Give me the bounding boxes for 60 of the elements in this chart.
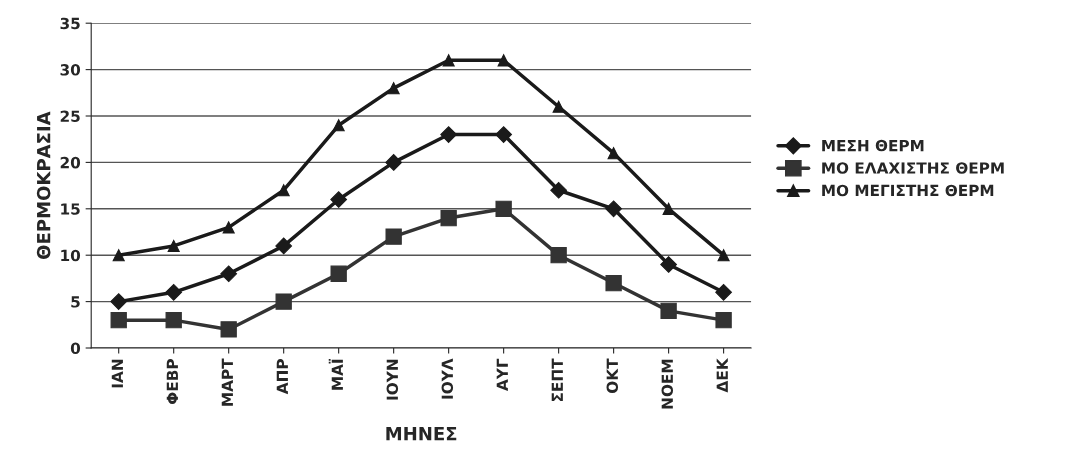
x-tick-label: ΙΟΥΛ	[441, 358, 454, 399]
x-tick-label: ΙΑΝ	[111, 359, 123, 388]
point	[220, 321, 237, 338]
point	[715, 283, 732, 301]
point	[607, 147, 620, 160]
y-tick-label: 25	[60, 110, 80, 123]
point	[605, 274, 622, 292]
x-tick-label: ΟΚΤ	[606, 358, 619, 393]
x-tick-label: ΣΕΠΤ	[551, 358, 563, 402]
point	[552, 100, 565, 113]
point	[332, 119, 345, 132]
x-tick-label: ΑΥΓ	[496, 358, 508, 391]
point	[110, 293, 128, 310]
legend-label: ΜΟ ΜΕΓΙΣΤΗΣ ΘΕΡΜ	[822, 184, 994, 197]
point	[440, 209, 457, 227]
point	[385, 228, 402, 245]
point	[220, 265, 238, 283]
point	[330, 265, 347, 282]
y-tick-label: 20	[60, 156, 81, 169]
point	[442, 54, 455, 67]
x-tick-label: ΔΕΚ	[716, 357, 728, 393]
point	[387, 82, 400, 95]
x-axis-title: ΜΗΝΕΣ	[386, 427, 457, 441]
point	[497, 54, 510, 67]
x-tick-label: ΜΑΡΤ	[221, 358, 233, 406]
y-tick-label: 0	[70, 342, 81, 355]
point	[715, 312, 732, 329]
point	[277, 184, 290, 197]
point	[110, 312, 127, 329]
y-tick-label: 30	[60, 64, 81, 76]
point	[330, 191, 348, 208]
point	[660, 302, 677, 320]
point	[550, 247, 567, 264]
y-tick-label: 10	[61, 249, 81, 262]
point	[275, 237, 293, 255]
point	[605, 200, 622, 218]
point	[165, 283, 183, 301]
y-tick-label: 5	[71, 296, 80, 308]
y-axis-title: ΘΕΡΜΟΚΡΑΣΙΑ	[36, 111, 51, 259]
y-tick-label: 15	[61, 203, 80, 215]
point	[495, 126, 513, 143]
point	[660, 256, 677, 273]
point	[717, 249, 730, 262]
point	[385, 154, 403, 171]
point	[275, 293, 292, 310]
x-tick-label: ΙΟΥΝ	[386, 359, 399, 400]
point	[222, 221, 235, 234]
point	[495, 200, 512, 217]
point	[112, 249, 125, 262]
x-tick-label: ΦΕΒΡ	[166, 359, 178, 404]
point	[165, 312, 182, 329]
y-tick-label: 35	[60, 17, 80, 30]
x-tick-label: ΜΑΪ	[328, 358, 343, 390]
point	[550, 181, 568, 199]
legend-label: ΜΟ ΕΛΑΧΙΣΤΗΣ ΘΕΡΜ	[822, 162, 1004, 174]
x-tick-label: ΝΟΕΜ	[661, 359, 674, 409]
point	[440, 126, 458, 143]
point	[167, 239, 180, 252]
legend-label: ΜΕΣΗ ΘΕΡΜ	[822, 139, 924, 152]
x-tick-label: ΑΠΡ	[276, 359, 288, 395]
